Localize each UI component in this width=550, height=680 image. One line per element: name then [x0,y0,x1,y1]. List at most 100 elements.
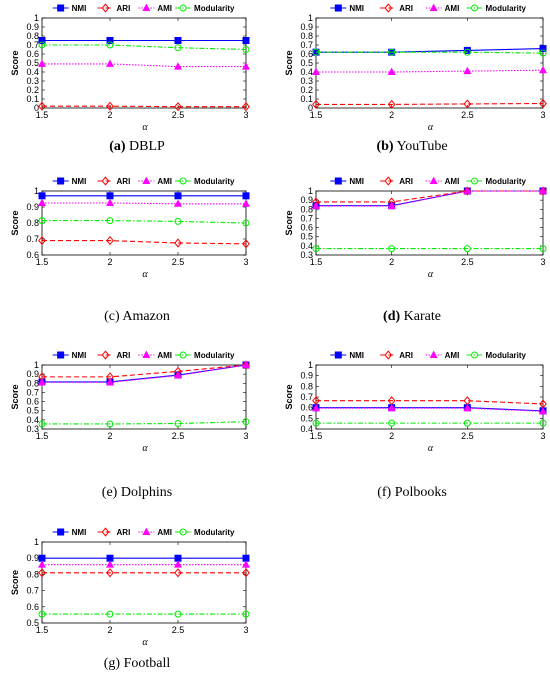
data-point-modularity [388,245,396,253]
x-tick-label: 1.5 [36,110,49,120]
data-point-nmi [539,45,547,53]
data-point-ari [106,101,114,111]
y-tick-label: 0.5 [26,618,39,628]
legend-marker-nmi [57,351,65,359]
x-tick-label: 1.5 [310,431,323,441]
data-point-modularity [463,245,471,253]
legend-label-modularity: Modularity [194,4,235,13]
legend-marker-ami [142,527,151,535]
data-point-ami [242,360,250,369]
data-point-ari [539,98,547,109]
legend-marker-modularity [179,177,187,185]
y-tick-label: 0.2 [300,85,313,95]
caption-name: Polbooks [391,485,447,500]
y-tick-label: 0.6 [300,403,313,413]
data-point-modularity [312,48,320,56]
series-line-ari [316,102,544,105]
x-tick-label: 1.5 [310,257,323,267]
data-point-ari [242,568,250,578]
data-point-ari [174,238,182,248]
y-axis-label: Score [284,210,294,235]
x-tick-label: 2.5 [172,431,185,441]
data-point-ami [539,65,547,74]
plot-frame [41,17,247,109]
y-axis-label: Score [10,210,20,235]
y-axis-label: Score [10,50,20,75]
y-tick-label: 1 [308,360,313,370]
x-tick-label: 3 [540,257,545,267]
x-tick-label: 3 [243,625,248,635]
legend-marker-ari [384,350,393,360]
data-point-ari [174,568,182,578]
chart-panel-6: 0.5 0.6 0.7 0.8 0.9 1 1.5 2 2.5 3 Score α NMI ARI AMI M… [10,527,250,671]
legend-marker-modularity [471,4,479,12]
y-axis-label: Score [284,50,294,75]
subfigure-caption: (f) Polbooks [377,485,447,500]
data-point-ami [387,403,396,412]
data-point-ami [242,560,250,568]
caption-label: (e) [102,485,118,500]
y-tick-label: 0.8 [26,569,39,579]
y-tick-label: 0.7 [26,586,39,596]
series-line-ami [42,63,246,68]
legend-label-ari: ARI [399,351,413,360]
series-line-modularity [42,44,247,51]
legend-marker-nmi [334,177,342,185]
y-tick-label: 0.7 [26,234,39,244]
data-point-modularity [539,419,547,427]
data-point-ami [463,186,472,195]
x-axis-label: α [428,443,434,454]
legend-label-ami: AMI [157,4,172,13]
data-point-ami [387,201,396,210]
data-point-modularity [174,217,182,225]
x-axis-label: α [142,122,148,133]
y-tick-label: 0.5 [300,58,313,68]
legend-label-modularity: Modularity [194,351,235,360]
legend-label-nmi: NMI [349,351,364,360]
x-tick-label: 2 [107,625,112,635]
data-point-nmi [174,37,182,44]
legend-label-modularity: Modularity [486,177,527,186]
y-tick-label: 0.8 [300,381,313,391]
data-point-ari [38,568,46,578]
data-point-modularity [38,217,46,225]
data-point-nmi [174,192,182,200]
legend-marker-ami [142,176,151,185]
series-line-ami [42,364,247,383]
data-point-ari [242,102,250,112]
caption-name: YouTube [394,139,448,154]
y-tick-label: 0.3 [300,250,313,260]
legend-marker-ami [429,176,438,185]
legend: NMI ARI AMI Modularity [52,3,235,13]
data-point-ari [539,186,547,196]
data-point-modularity [312,245,320,253]
legend-marker-nmi [334,351,342,359]
legend-label-ari: ARI [117,528,131,537]
data-point-ari [463,99,472,109]
data-point-ami [174,371,182,379]
y-tick-label: 0.7 [300,392,313,402]
legend-marker-ami [429,3,438,12]
data-point-ami [174,199,182,207]
legend-label-ami: AMI [445,177,460,186]
caption-name: Dolphins [117,485,172,500]
legend-label-ami: AMI [157,351,172,360]
legend-label-ami: AMI [445,351,460,360]
legend-label-ari: ARI [399,177,413,186]
subfigure-caption: (b) YouTube [376,139,447,154]
x-tick-label: 2.5 [172,257,185,267]
y-tick-label: 0.7 [300,40,313,50]
x-tick-label: 1.5 [36,257,49,267]
data-point-nmi [174,554,182,562]
legend: NMI ARI AMI Modularity [330,350,527,360]
y-tick-label: 0.5 [300,413,313,423]
subfigure-caption: (c) Amazon [104,309,170,324]
legend-label-nmi: NMI [72,351,87,360]
legend-marker-ami [142,350,151,359]
y-tick-label: 0.6 [26,49,39,59]
series-line-ami [316,190,543,207]
x-tick-label: 2 [389,257,394,267]
x-tick-label: 2.5 [461,110,474,120]
legend-label-ami: AMI [157,528,172,537]
series-line-modularity [42,421,247,425]
